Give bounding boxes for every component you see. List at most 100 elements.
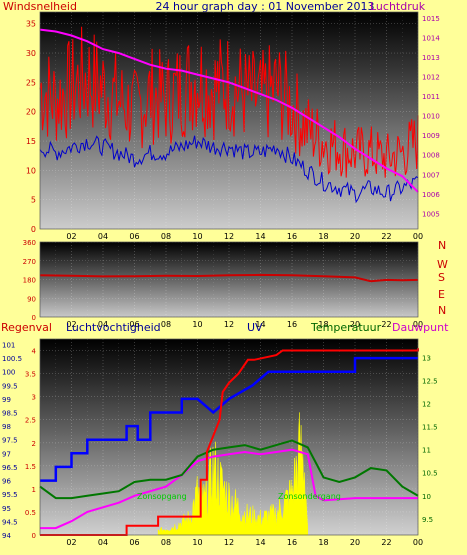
- rain-y-tick-label: 2: [32, 440, 36, 448]
- humidity-y-tick-label: 95.5: [2, 491, 18, 499]
- wind-y-tick-label: 35: [26, 20, 36, 29]
- x-tick-label: 00: [413, 232, 423, 241]
- uv-area: [157, 412, 309, 536]
- humidity-y-tick-label: 100: [2, 369, 15, 377]
- rain-y-tick-label: 3.5: [25, 371, 36, 379]
- pressure-label: Luchtdruk: [370, 0, 426, 13]
- wind-direction-plot-area: [40, 242, 418, 317]
- sunrise-label: Zonsopgang: [137, 492, 187, 501]
- wind-y-tick-label: 10: [26, 166, 36, 175]
- humidity-y-tick-label: 94.5: [2, 518, 18, 526]
- x-tick-label: 06: [129, 232, 139, 241]
- temperature-y-tick-label: 10.5: [422, 470, 438, 478]
- compass-label-n-top: N: [438, 239, 446, 252]
- x-tick-label: 08: [161, 232, 171, 241]
- x-tick-label: 14: [255, 320, 265, 329]
- x-tick-label: 22: [381, 320, 391, 329]
- temperature-y-tick-label: 9.5: [422, 516, 433, 524]
- rain-y-tick-label: 0.5: [25, 509, 36, 517]
- x-tick-label: 14: [255, 232, 265, 241]
- wind-y-tick-label: 25: [26, 78, 36, 87]
- pressure-y-tick-label: 1005: [422, 210, 440, 218]
- pressure-y-tick-label: 1014: [422, 34, 440, 42]
- pressure-y-tick-label: 1009: [422, 132, 440, 140]
- sunset-label: Zonsondergang: [278, 492, 341, 501]
- pressure-y-tick-label: 1008: [422, 152, 440, 160]
- humidity-y-tick-label: 97.5: [2, 437, 18, 445]
- wind-y-tick-label: 5: [31, 196, 36, 205]
- temperature-label: Temperatuur: [310, 321, 382, 334]
- x-tick-label: 04: [98, 538, 108, 547]
- x-tick-label: 08: [161, 320, 171, 329]
- direction-y-tick-label: 360: [23, 239, 36, 247]
- humidity-y-tick-label: 98: [2, 423, 11, 431]
- rain-y-tick-label: 3: [32, 394, 36, 402]
- humidity-y-tick-label: 96.5: [2, 464, 18, 472]
- x-tick-label: 20: [350, 538, 360, 547]
- x-tick-label: 14: [255, 538, 265, 547]
- x-tick-label: 04: [98, 232, 108, 241]
- wind-y-tick-label: 20: [26, 108, 36, 117]
- rain-y-tick-label: 2.5: [25, 417, 36, 425]
- pressure-y-tick-label: 1010: [422, 113, 440, 121]
- x-tick-label: 02: [66, 320, 76, 329]
- wind-direction-frame: [39, 241, 419, 318]
- pressure-y-tick-label: 1015: [422, 15, 440, 23]
- x-tick-label: 16: [287, 232, 297, 241]
- humidity-y-tick-label: 101: [2, 341, 15, 349]
- rain-y-tick-label: 0: [32, 532, 36, 540]
- temperature-y-tick-label: 10: [422, 493, 431, 501]
- x-tick-label: 10: [192, 232, 202, 241]
- x-tick-label: 12: [224, 538, 234, 547]
- x-tick-label: 18: [318, 232, 328, 241]
- x-tick-label: 10: [192, 538, 202, 547]
- temperature-y-tick-label: 12.5: [422, 378, 438, 386]
- wind-y-tick-label: 30: [26, 49, 36, 58]
- x-tick-label: 22: [381, 538, 391, 547]
- chart-title: 24 hour graph day : 01 November 2013: [155, 0, 374, 13]
- temperature-y-tick-label: 12: [422, 401, 431, 409]
- humidity-y-tick-label: 95: [2, 505, 11, 513]
- direction-y-tick-label: 0: [32, 314, 36, 322]
- pressure-y-tick-label: 1011: [422, 93, 440, 101]
- compass-label-e: E: [438, 288, 445, 301]
- compass-label-w: W: [437, 258, 448, 271]
- x-tick-label: 20: [350, 232, 360, 241]
- humidity-y-tick-label: 94: [2, 532, 11, 540]
- humidity-line: [40, 356, 418, 482]
- x-tick-label: 18: [318, 320, 328, 329]
- pressure-y-tick-label: 1006: [422, 191, 440, 199]
- humidity-y-tick-label: 97: [2, 450, 11, 458]
- rain-label: Regenval: [1, 321, 52, 334]
- rain-y-tick-label: 4: [32, 348, 37, 356]
- x-tick-label: 20: [350, 320, 360, 329]
- x-tick-label: 08: [161, 538, 171, 547]
- x-tick-label: 00: [413, 320, 423, 329]
- temperature-y-tick-label: 11.5: [422, 424, 438, 432]
- temperature-y-tick-label: 11: [422, 447, 431, 455]
- humidity-y-tick-label: 96: [2, 478, 11, 486]
- compass-label-n-bottom: N: [438, 304, 446, 317]
- rain-y-tick-label: 1: [32, 486, 36, 494]
- x-tick-label: 16: [287, 320, 297, 329]
- wind-y-tick-label: 15: [26, 137, 36, 146]
- humidity-y-tick-label: 98.5: [2, 410, 18, 418]
- wind-y-tick-label: 0: [31, 225, 36, 234]
- wind-gust-line: [39, 135, 419, 204]
- x-tick-label: 04: [98, 320, 108, 329]
- x-tick-label: 06: [129, 320, 139, 329]
- x-tick-label: 00: [413, 538, 423, 547]
- pressure-line: [39, 28, 419, 193]
- x-tick-label: 02: [66, 538, 76, 547]
- temperature-line: [39, 439, 419, 500]
- dewpoint-label: Dauwpunt: [392, 321, 449, 334]
- uv-label: UV: [247, 321, 263, 334]
- rain-line: [40, 348, 419, 536]
- wind-speed-line: [39, 26, 419, 178]
- direction-y-tick-label: 180: [23, 277, 36, 285]
- x-tick-label: 02: [66, 232, 76, 241]
- x-tick-label: 18: [318, 538, 328, 547]
- x-tick-label: 22: [381, 232, 391, 241]
- humidity-y-tick-label: 99.5: [2, 382, 18, 390]
